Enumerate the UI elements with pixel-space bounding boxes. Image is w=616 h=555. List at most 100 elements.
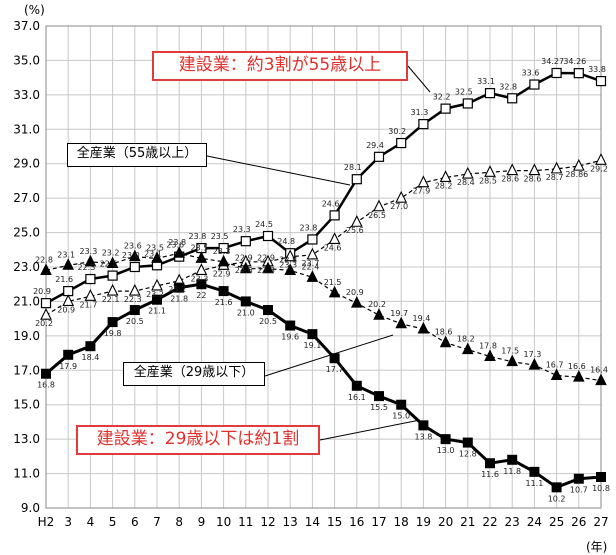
data-label-all_55plus: 24.6: [235, 266, 253, 275]
y-tick-label: 13.0: [13, 432, 40, 446]
marker-all_29under: [62, 258, 75, 270]
data-label-construction_29under: 10.8: [592, 484, 610, 493]
marker-construction_29under: [307, 329, 318, 340]
marker-construction_29under: [462, 437, 473, 448]
marker-all_29under: [484, 349, 496, 362]
data-label-all_29under: 17.5: [501, 347, 519, 356]
callout-connector-line: [407, 65, 431, 93]
data-label-construction_55plus: 31.3: [410, 108, 428, 117]
callout-all-29under: 全産業（29歳以下）: [123, 362, 265, 386]
data-label-construction_55plus: 23.6: [166, 241, 184, 250]
marker-all_55plus: [373, 199, 385, 212]
marker-construction_29under: [573, 473, 584, 484]
marker-all_55plus: [461, 166, 474, 179]
marker-all_29under: [506, 354, 519, 367]
data-label-construction_55plus: 22.3: [77, 263, 95, 272]
x-tick-label: 26: [571, 515, 586, 529]
series-line-all_55plus: [45, 159, 602, 316]
marker-all_29under: [106, 256, 119, 269]
marker-all_29under: [239, 261, 252, 274]
x-tick-label: 13: [283, 515, 298, 529]
x-unit-label: (年): [586, 540, 608, 554]
data-label-construction_55plus: 21.6: [55, 275, 73, 284]
data-label-all_55plus: 24.6: [324, 243, 342, 252]
data-label-all_29under: 23.3: [79, 247, 97, 256]
data-label-construction_55plus: 24.5: [255, 220, 273, 229]
x-tick-label: 7: [153, 515, 161, 529]
marker-all_29under: [217, 254, 230, 267]
marker-all_55plus: [550, 161, 563, 174]
data-label-construction_29under: 20.5: [259, 317, 277, 326]
data-label-all_29under: 22.8: [279, 255, 297, 264]
data-label-construction_55plus: 23.0: [122, 251, 140, 260]
marker-all_29under: [417, 321, 430, 334]
data-label-construction_29under: 21.6: [215, 298, 233, 307]
data-label-all_55plus: 22.3: [124, 295, 142, 304]
data-label-all_55plus: 23.3: [257, 266, 275, 275]
x-tick-label: 4: [87, 515, 95, 529]
data-label-construction_29under: 10.7: [570, 486, 588, 495]
marker-all_55plus: [62, 294, 75, 306]
x-tick-label: 23: [505, 515, 520, 529]
data-label-construction_29under: 11.1: [525, 479, 543, 488]
data-label-all_29under: 17.3: [523, 350, 541, 359]
data-label-construction_29under: 15.0: [392, 412, 410, 421]
marker-construction_55plus: [107, 270, 118, 281]
marker-all_55plus: [284, 249, 297, 262]
y-tick-label: 19.0: [13, 329, 40, 343]
data-label-construction_55plus: 32.8: [499, 82, 517, 91]
data-label-all_29under: 22.9: [257, 254, 275, 263]
data-label-construction_55plus: 28.1: [344, 163, 362, 172]
data-label-all_55plus: 27.9: [412, 187, 430, 196]
marker-construction_29under: [196, 279, 207, 290]
marker-construction_29under: [152, 294, 162, 305]
data-label-construction_29under: 10.2: [548, 494, 566, 503]
data-label-construction_55plus: 33.1: [477, 77, 495, 86]
marker-construction_55plus: [484, 88, 496, 99]
marker-construction_29under: [485, 458, 495, 469]
data-label-all_29under: 23.2: [102, 249, 120, 258]
marker-all_29under: [395, 316, 408, 329]
marker-construction_55plus: [507, 93, 518, 104]
data-label-construction_29under: 11.8: [503, 467, 521, 476]
data-label-all_29under: 22.4: [301, 262, 319, 271]
marker-construction_29under: [507, 454, 518, 465]
data-label-construction_55plus: 23.3: [233, 225, 251, 234]
y-unit-label: (%): [24, 3, 45, 17]
data-label-construction_29under: 17.9: [59, 362, 77, 371]
marker-all_29under: [439, 335, 452, 348]
marker-construction_55plus: [418, 119, 429, 130]
x-tick-label: 18: [394, 515, 409, 529]
data-label-all_55plus: 28.5: [479, 176, 497, 185]
data-label-construction_55plus: 29.4: [366, 141, 384, 150]
x-tick-label: 20: [438, 515, 453, 529]
y-tick-label: 29.0: [13, 157, 40, 171]
x-tick-label: 8: [175, 515, 183, 529]
marker-construction_55plus: [551, 67, 562, 79]
marker-construction_55plus: [595, 75, 607, 87]
data-label-all_55plus: 29.2: [590, 164, 608, 173]
data-label-all_55plus: 23.3: [190, 274, 208, 283]
marker-all_55plus: [417, 175, 430, 188]
x-tick-label: 3: [64, 515, 72, 529]
marker-all_55plus: [484, 165, 496, 177]
marker-construction_29under: [418, 420, 429, 431]
marker-construction_29under: [551, 482, 562, 493]
marker-construction_55plus: [129, 261, 140, 273]
marker-all_29under: [550, 368, 563, 380]
marker-all_55plus: [40, 307, 52, 320]
data-label-all_55plus: 20.2: [35, 319, 53, 328]
y-tick-label: 23.0: [13, 260, 40, 274]
data-label-all_29under: 23.1: [57, 250, 75, 259]
marker-construction_55plus: [573, 68, 584, 79]
x-tick-label: 21: [460, 515, 475, 529]
marker-construction_29under: [329, 353, 340, 364]
data-label-construction_29under: 21.0: [237, 308, 255, 317]
data-label-all_29under: 16.4: [590, 366, 608, 375]
y-tick-label: 17.0: [13, 363, 40, 377]
marker-all_29under: [151, 251, 163, 263]
x-tick-label: 24: [527, 515, 542, 529]
marker-all_55plus: [306, 247, 319, 260]
series-line-construction_55plus: [45, 71, 602, 305]
marker-all_55plus: [572, 158, 585, 171]
